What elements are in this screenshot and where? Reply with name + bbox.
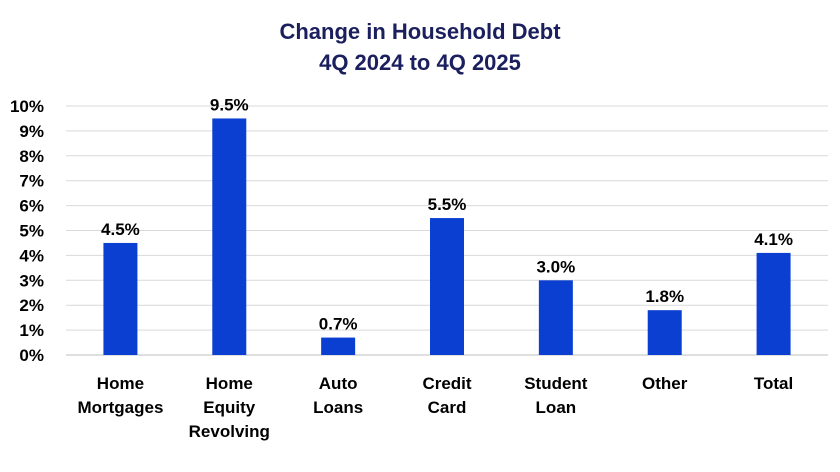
data-label: 9.5% — [210, 95, 249, 114]
data-label: 0.7% — [319, 315, 358, 334]
data-label: 4.5% — [101, 220, 140, 239]
bar — [103, 242, 138, 355]
y-tick-label: 6% — [19, 197, 44, 216]
bar — [647, 310, 682, 355]
category-label: Other — [642, 374, 688, 393]
y-tick-label: 2% — [19, 296, 44, 315]
y-tick-label: 3% — [19, 271, 44, 290]
data-label: 4.1% — [754, 230, 793, 249]
y-tick-label: 0% — [19, 346, 44, 365]
category-label: Total — [754, 374, 793, 393]
y-tick-label: 4% — [19, 246, 44, 265]
category-label: Credit Card — [422, 374, 471, 417]
y-tick-label: 1% — [19, 321, 44, 340]
category-label: Student Loan — [524, 374, 588, 417]
y-tick-label: 9% — [19, 122, 44, 141]
bar — [756, 252, 791, 355]
data-label: 3.0% — [536, 257, 575, 276]
chart-subtitle: 4Q 2024 to 4Q 2025 — [319, 50, 521, 75]
bar — [212, 118, 247, 355]
data-label: 5.5% — [428, 195, 467, 214]
category-label: Home Mortgages — [77, 374, 163, 417]
y-tick-label: 5% — [19, 222, 44, 241]
bar — [321, 337, 356, 355]
bar — [430, 218, 464, 355]
chart-title: Change in Household Debt — [279, 19, 561, 44]
bar — [538, 280, 573, 355]
y-tick-label: 10% — [10, 97, 44, 116]
y-tick-label: 8% — [19, 147, 44, 166]
y-tick-label: 7% — [19, 172, 44, 191]
category-label: Auto Loans — [313, 374, 363, 417]
category-label: Home Equity Revolving — [189, 374, 270, 441]
data-label: 1.8% — [645, 287, 684, 306]
